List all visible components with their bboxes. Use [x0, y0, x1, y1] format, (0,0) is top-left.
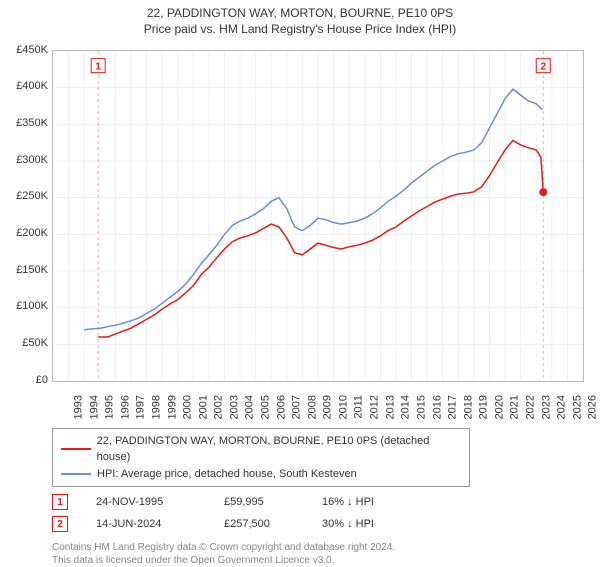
- x-tick-label: 2018: [462, 395, 474, 419]
- sales-row: 1 24-NOV-1995 £59,995 16% ↓ HPI: [52, 491, 600, 513]
- x-tick-label: 2003: [228, 395, 240, 419]
- sales-row: 2 14-JUN-2024 £257,500 30% ↓ HPI: [52, 513, 600, 535]
- y-tick-label: £50K: [4, 337, 48, 349]
- sale-diff: 30% ↓ HPI: [322, 518, 374, 530]
- y-tick-label: £0: [4, 374, 48, 386]
- x-tick-label: 2012: [369, 395, 381, 419]
- y-tick-label: £100K: [4, 300, 48, 312]
- legend-item: 22, PADDINGTON WAY, MORTON, BOURNE, PE10…: [61, 433, 461, 466]
- sale-marker-icon: 1: [52, 494, 68, 510]
- x-tick-label: 2009: [322, 395, 334, 419]
- x-tick-label: 2016: [431, 395, 443, 419]
- chart-container: 22, PADDINGTON WAY, MORTON, BOURNE, PE10…: [0, 0, 600, 560]
- x-tick-label: 2014: [400, 395, 412, 419]
- x-tick-label: 2021: [509, 395, 521, 419]
- footer-line: This data is licensed under the Open Gov…: [52, 554, 600, 567]
- sale-date: 14-JUN-2024: [96, 518, 196, 530]
- x-tick-label: 2002: [213, 395, 225, 419]
- x-tick-label: 2000: [182, 395, 194, 419]
- chart-subtitle: Price paid vs. HM Land Registry's House …: [0, 22, 600, 40]
- sale-date: 24-NOV-1995: [96, 496, 196, 508]
- legend: 22, PADDINGTON WAY, MORTON, BOURNE, PE10…: [52, 428, 470, 488]
- x-tick-label: 2015: [415, 395, 427, 419]
- x-tick-label: 2020: [493, 395, 505, 419]
- x-tick-label: 1997: [135, 395, 147, 419]
- x-tick-label: 2022: [525, 395, 537, 419]
- y-tick-label: £450K: [4, 44, 48, 56]
- x-tick-label: 2007: [291, 395, 303, 419]
- legend-label: 22, PADDINGTON WAY, MORTON, BOURNE, PE10…: [97, 433, 461, 466]
- x-tick-label: 1994: [88, 395, 100, 419]
- y-tick-label: £350K: [4, 117, 48, 129]
- x-tick-label: 2004: [244, 395, 256, 419]
- x-tick-label: 2023: [540, 395, 552, 419]
- legend-swatch: [61, 473, 91, 475]
- x-tick-label: 2005: [260, 395, 272, 419]
- x-tick-label: 2011: [352, 395, 364, 419]
- chart-title: 22, PADDINGTON WAY, MORTON, BOURNE, PE10…: [0, 0, 600, 22]
- x-tick-label: 1999: [166, 395, 178, 419]
- x-tick-label: 1995: [104, 395, 116, 419]
- y-tick-label: £250K: [4, 190, 48, 202]
- y-tick-label: £150K: [4, 264, 48, 276]
- legend-label: HPI: Average price, detached house, Sout…: [97, 466, 357, 483]
- x-tick-label: 2010: [337, 395, 349, 419]
- x-tick-label: 2026: [587, 395, 599, 419]
- y-tick-label: £300K: [4, 154, 48, 166]
- x-tick-label: 1993: [72, 395, 84, 419]
- plot-svg: 12: [53, 51, 583, 381]
- x-tick-label: 1998: [150, 395, 162, 419]
- y-tick-label: £200K: [4, 227, 48, 239]
- sale-price: £257,500: [224, 518, 294, 530]
- x-tick-label: 2017: [447, 395, 459, 419]
- x-tick-label: 2001: [197, 395, 209, 419]
- plot-area: 12: [52, 50, 584, 382]
- x-tick-label: 2013: [384, 395, 396, 419]
- x-tick-label: 2008: [306, 395, 318, 419]
- svg-text:1: 1: [95, 61, 101, 72]
- sale-diff: 16% ↓ HPI: [322, 496, 374, 508]
- x-tick-label: 2025: [571, 395, 583, 419]
- footer-line: Contains HM Land Registry data © Crown c…: [52, 541, 600, 554]
- x-tick-label: 1996: [119, 395, 131, 419]
- legend-swatch: [61, 448, 91, 450]
- y-tick-label: £400K: [4, 80, 48, 92]
- x-tick-label: 2006: [275, 395, 287, 419]
- legend-item: HPI: Average price, detached house, Sout…: [61, 466, 461, 483]
- sale-marker-icon: 2: [52, 516, 68, 532]
- sales-table: 1 24-NOV-1995 £59,995 16% ↓ HPI 2 14-JUN…: [52, 491, 600, 535]
- sale-price: £59,995: [224, 496, 294, 508]
- x-tick-label: 2019: [478, 395, 490, 419]
- chart-area: 12 £0£50K£100K£150K£200K£250K£300K£350K£…: [0, 40, 600, 420]
- footer: Contains HM Land Registry data © Crown c…: [52, 541, 600, 567]
- x-tick-label: 2024: [556, 395, 568, 419]
- svg-text:2: 2: [540, 61, 546, 72]
